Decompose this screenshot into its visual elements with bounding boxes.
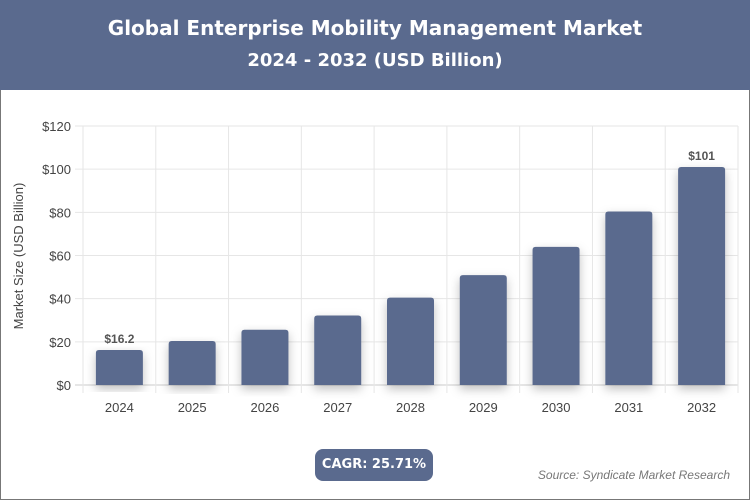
data-label: $16.2 (104, 332, 134, 346)
bar-2030 (532, 246, 580, 385)
y-tick-label: $40 (49, 292, 71, 307)
y-tick-label: $0 (57, 378, 71, 393)
y-tick-label: $20 (49, 335, 71, 350)
x-tick-label: 2029 (469, 400, 498, 415)
bar-2029 (459, 275, 507, 385)
x-tick-label: 2030 (542, 400, 571, 415)
y-tick-label: $80 (49, 205, 71, 220)
x-tick-label: 2027 (323, 400, 352, 415)
x-tick-label: 2032 (687, 400, 716, 415)
x-tick-label: 2031 (614, 400, 643, 415)
x-tick-label: 2024 (105, 400, 134, 415)
chart-subtitle: 2024 - 2032 (USD Billion) (247, 50, 503, 71)
bar-2026 (241, 329, 289, 385)
source-note: Source: Syndicate Market Research (537, 468, 730, 482)
bar-2031 (605, 211, 653, 385)
x-tick-label: 2028 (396, 400, 425, 415)
bar-2032 (678, 167, 726, 385)
chart-header: Global Enterprise Mobility Management Ma… (0, 0, 750, 90)
y-tick-label: $100 (42, 162, 71, 177)
chart-title: Global Enterprise Mobility Management Ma… (107, 16, 643, 40)
y-tick-label: $120 (42, 119, 71, 134)
cagr-badge: CAGR: 25.71% (315, 449, 433, 481)
bar-2024 (95, 350, 143, 385)
bar-2025 (168, 340, 216, 385)
y-tick-label: $60 (49, 249, 71, 264)
bar-2027 (314, 315, 362, 385)
data-label: $101 (688, 149, 715, 163)
bar-2028 (387, 297, 434, 385)
y-axis-label: Market Size (USD Billion) (11, 183, 26, 330)
x-tick-label: 2025 (178, 400, 207, 415)
x-tick-label: 2026 (250, 400, 279, 415)
